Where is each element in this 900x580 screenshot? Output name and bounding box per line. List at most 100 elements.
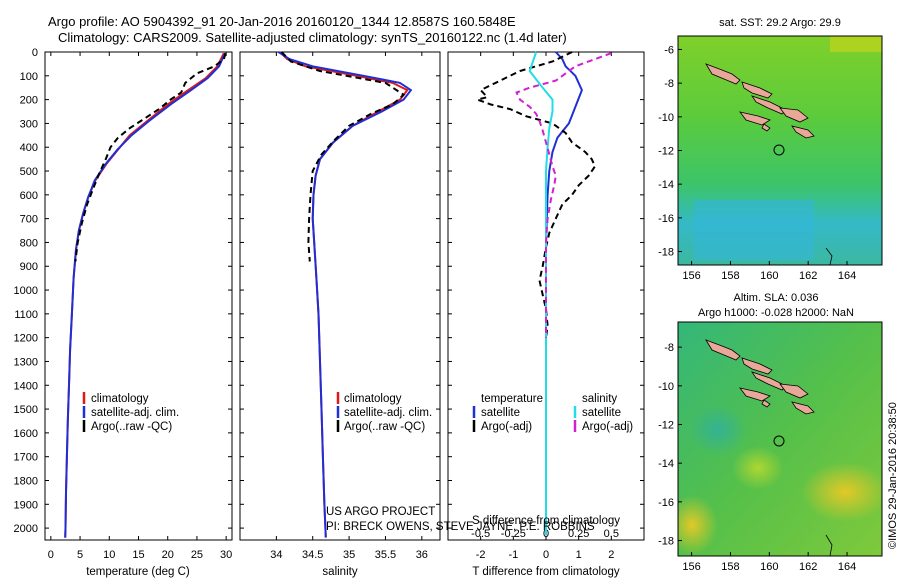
island-rennell: [761, 399, 771, 408]
island-santa-isabel: [751, 371, 787, 391]
temperature-series: [64, 52, 227, 538]
map-y-tick-label: -18: [658, 536, 674, 548]
depth-tick-label: 1500: [14, 404, 38, 416]
depth-tick-label: 0: [32, 47, 38, 59]
salinity-legend: climatology satellite-adj. clim. Argo(..…: [336, 392, 432, 433]
depth-axis: 0 100 200 300 400 500 600 700 800 900 1000 1100 1200…: [14, 47, 38, 535]
map-x-tick-label: 156: [682, 561, 700, 573]
legend-label-argo: Argo(..raw -QC): [344, 421, 425, 433]
map-x-tick-label: 162: [799, 270, 817, 282]
legend-title-salinity: salinity: [582, 393, 617, 405]
legend-label-climatology: climatology: [344, 393, 402, 405]
depth-tick-label: 1300: [14, 356, 38, 368]
map-y-tick-label: -18: [658, 247, 674, 259]
legend-label-sal-satellite: satellite: [582, 407, 621, 419]
sla-map-title: Altim. SLA: 0.036: [734, 292, 819, 304]
island-guadalcanal: [739, 111, 771, 126]
temperature-xlabel: temperature (deg C): [86, 566, 190, 578]
x-tick-label: 36: [416, 549, 428, 561]
series-line-temperature-argo-adj-: [473, 51, 597, 338]
legend-label-satellite: satellite-adj. clim.: [91, 407, 179, 419]
sla-high-patch-east: [801, 462, 882, 522]
map-y-tick-label: -14: [658, 179, 674, 191]
difference-xlabel: T difference from climatology: [472, 566, 619, 578]
sst-argo-marker: [773, 144, 785, 156]
x-tick-label: 0: [543, 549, 549, 561]
salinity-panel-frame: [239, 51, 441, 541]
depth-tick-label: 900: [20, 261, 38, 273]
depth-tick-label: 100: [20, 71, 38, 83]
x-tick-label: -2: [476, 549, 486, 561]
depth-tick-label: 600: [20, 190, 38, 202]
map-y-tick-label: -6: [664, 44, 674, 56]
map-x-tick-label: 164: [838, 270, 856, 282]
map-y-tick-label: -10: [658, 381, 674, 393]
x-tick-label: 2: [608, 549, 614, 561]
depth-tick-label: 1900: [14, 499, 38, 511]
depth-tick-label: 300: [20, 118, 38, 130]
series-line-argo-raw-qc-: [74, 52, 227, 262]
sla-map-ticks: 156 158 160 162 164 -8 -10 -12 -14 -16 -18: [658, 342, 856, 573]
legend-label-temp-satellite: satellite: [481, 407, 520, 419]
map-y-tick-label: -12: [658, 146, 674, 158]
island-makira: [791, 401, 815, 415]
map-y-tick-label: -16: [658, 497, 674, 509]
series-line-argo-raw-qc-: [280, 51, 406, 262]
x-top-tick-label: -0.25: [501, 528, 526, 540]
map-x-tick-label: 158: [721, 561, 739, 573]
depth-tick-label: 800: [20, 237, 38, 249]
depth-tick-label: 1400: [14, 380, 38, 392]
sst-map-field: [678, 36, 882, 265]
map-y-tick-label: -14: [658, 458, 674, 470]
salinity-series: [277, 51, 413, 538]
map-y-tick-label: -8: [664, 342, 674, 354]
x-tick-label: 35: [343, 549, 355, 561]
map-x-tick-label: 162: [799, 561, 817, 573]
sst-coast-vanuatu: [825, 247, 833, 265]
sst-warm-patch: [830, 36, 882, 52]
depth-tick-label: 1700: [14, 452, 38, 464]
sla-mid-patch: [732, 446, 784, 490]
sla-map-frame: [677, 321, 883, 557]
map-y-tick-label: -12: [658, 419, 674, 431]
header-subtitle: Climatology: CARS2009. Satellite-adjuste…: [58, 30, 567, 45]
temperature-legend: climatology satellite-adj. clim. Argo(..…: [82, 392, 179, 433]
legend-label-sal-argo: Argo(-adj): [582, 421, 633, 433]
series-line-climatology: [279, 51, 409, 538]
x-tick-label: 0: [48, 549, 54, 561]
island-choiseul: [741, 81, 773, 99]
x-top-tick-label: 0.25: [568, 528, 589, 540]
depth-tick-label: 1200: [14, 333, 38, 345]
x-tick-label: 10: [103, 549, 115, 561]
depth-tick-label: 1600: [14, 428, 38, 440]
legend-label-climatology: climatology: [91, 393, 149, 405]
depth-tick-label: 200: [20, 95, 38, 107]
sla-coast-vanuatu: [825, 534, 833, 556]
x-tick-label: 5: [77, 549, 83, 561]
island-guadalcanal: [739, 387, 771, 402]
sst-cool-patch: [694, 200, 814, 260]
sla-map-subtitle: Argo h1000: -0.028 h2000: NaN: [698, 307, 854, 319]
x-tick-label: 35.5: [375, 549, 396, 561]
x-tick-label: 25: [191, 549, 203, 561]
legend-title-temperature: temperature: [481, 393, 543, 405]
map-x-tick-label: 164: [838, 561, 856, 573]
timestamp: ©IMOS 29-Jan-2016 20:38:50: [887, 402, 899, 549]
map-y-tick-label: -16: [658, 213, 674, 225]
island-rennell: [761, 123, 771, 132]
x-tick-label: 1: [576, 549, 582, 561]
legend-label-satellite: satellite-adj. clim.: [344, 407, 432, 419]
island-malaita: [779, 383, 809, 399]
sla-map-field: [678, 322, 882, 556]
series-line-temperature-satellite: [545, 51, 583, 536]
map-y-tick-label: -10: [658, 112, 674, 124]
x-tick-label: 30: [220, 549, 232, 561]
series-line-satellite-adj-clim-: [277, 51, 413, 538]
sla-islands: [705, 339, 815, 415]
sst-islands: [705, 63, 815, 139]
legend-label-temp-argo: Argo(-adj): [481, 421, 532, 433]
depth-tick-label: 1800: [14, 475, 38, 487]
depth-tick-label: 400: [20, 142, 38, 154]
series-line-satellite-adj-clim-: [64, 52, 226, 538]
